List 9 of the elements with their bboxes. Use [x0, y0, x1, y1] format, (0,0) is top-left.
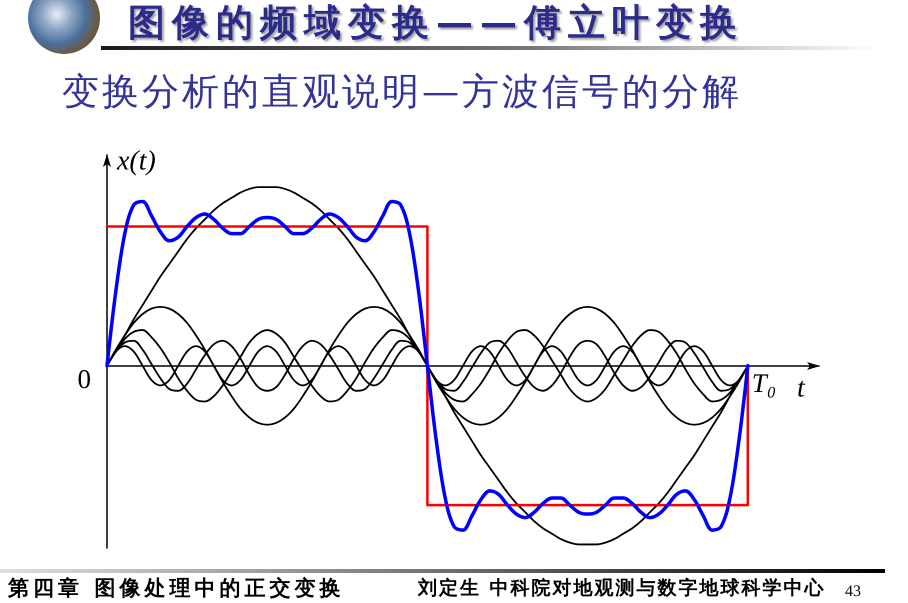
- y-axis-title: x(t): [116, 146, 156, 176]
- chart-title: 图像的频域变换——傅立叶变换: [128, 0, 744, 44]
- x-axis-title: t: [797, 372, 806, 404]
- annotation: T₀: [752, 368, 776, 398]
- text: 第四章 图像处理中的正交变换: [8, 576, 344, 600]
- text: 刘定生 中科院对地观测与数字地球科学中心: [418, 576, 826, 600]
- chart-subtitle: 变换分析的直观说明—方波信号的分解: [62, 70, 742, 114]
- text: 43: [845, 582, 861, 602]
- text: 0: [78, 364, 91, 394]
